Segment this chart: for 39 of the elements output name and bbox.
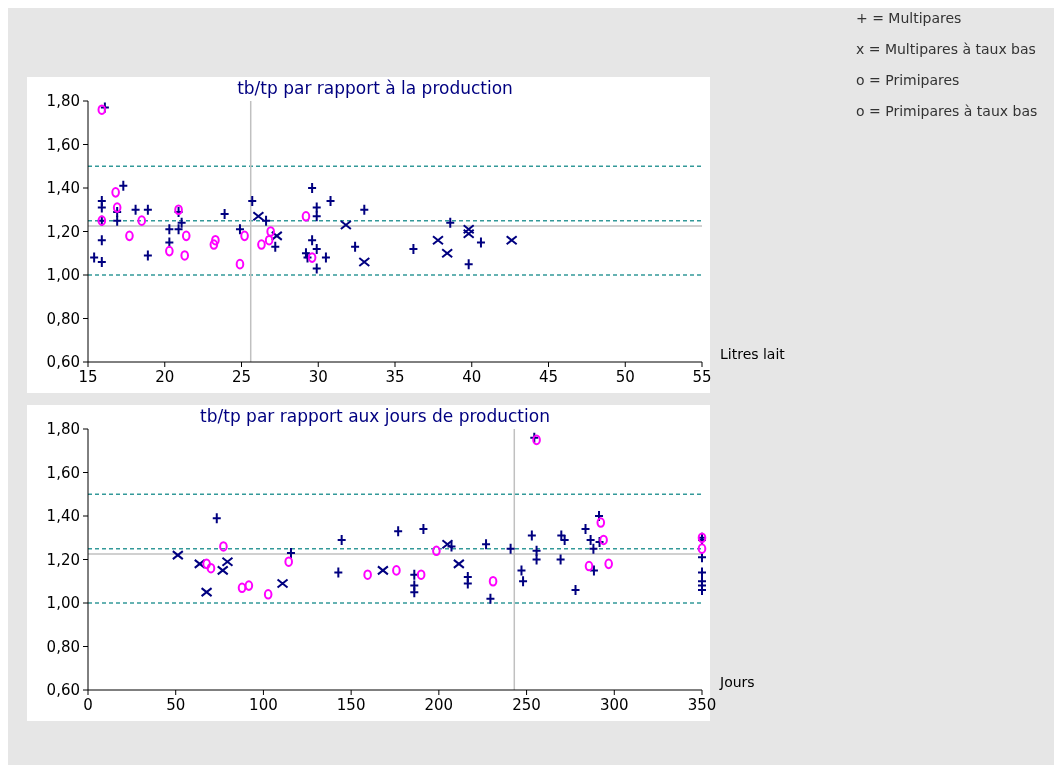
- y-tick-label: 1,60: [46, 135, 80, 154]
- x-tick-label: 300: [599, 696, 629, 714]
- x-tick-label: 350: [687, 696, 717, 714]
- x-tick-label: 30: [308, 368, 328, 386]
- x-tick-label: 50: [615, 368, 635, 386]
- x-tick-label: 25: [231, 368, 252, 386]
- text: o = Primipares: [856, 71, 960, 88]
- y-tick-label: 1,60: [46, 463, 80, 482]
- x-tick-label: 100: [249, 696, 278, 714]
- x-tick-label: 150: [336, 696, 366, 714]
- y-tick-label: 1,20: [46, 550, 80, 569]
- x-tick-label: 35: [385, 368, 405, 386]
- x-axis-title: Jours: [719, 674, 755, 690]
- x-tick-label: 40: [462, 368, 482, 386]
- y-tick-label: 0,60: [46, 353, 80, 372]
- y-tick-label: 0,80: [46, 637, 80, 656]
- x-tick-label: 15: [78, 368, 98, 386]
- y-tick-label: 1,40: [46, 507, 80, 526]
- chart-title: tb/tp par rapport à la production: [237, 78, 513, 98]
- y-tick-label: 1,40: [46, 179, 80, 198]
- text: o = Primipares à taux bas: [856, 102, 1038, 119]
- x-tick-label: 200: [424, 696, 454, 714]
- text: + = Multipares: [856, 9, 962, 26]
- y-tick-label: 0,60: [46, 681, 80, 700]
- x-tick-label: 45: [538, 368, 559, 386]
- text: x = Multipares à taux bas: [856, 40, 1036, 57]
- x-tick-label: 0: [83, 696, 93, 714]
- y-tick-label: 1,80: [46, 420, 80, 439]
- y-tick-label: 1,80: [46, 92, 80, 111]
- x-tick-label: 55: [692, 368, 712, 386]
- x-tick-label: 50: [166, 696, 186, 714]
- x-tick-label: 20: [155, 368, 175, 386]
- y-tick-label: 1,00: [46, 594, 80, 613]
- chart-title: tb/tp par rapport aux jours de production: [200, 406, 550, 426]
- x-axis-title: Litres lait: [720, 346, 786, 362]
- x-tick-label: 250: [512, 696, 541, 714]
- y-tick-label: 1,00: [46, 266, 80, 285]
- y-tick-label: 1,20: [46, 222, 80, 241]
- y-tick-label: 0,80: [46, 309, 80, 328]
